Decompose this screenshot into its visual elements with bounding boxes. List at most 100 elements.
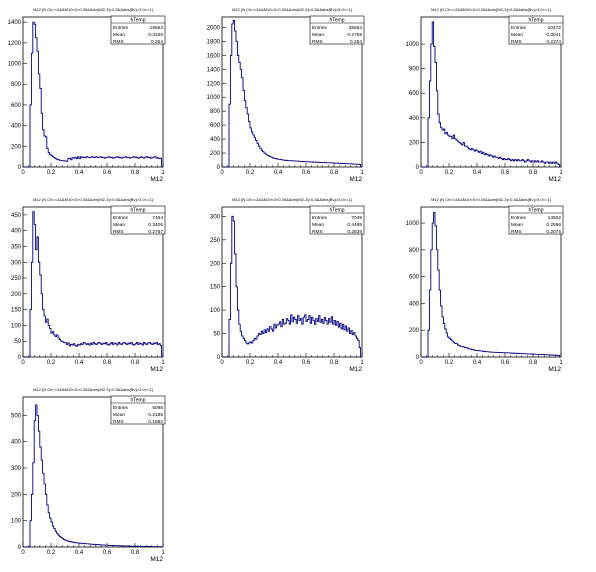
y-tick-label: 400 — [11, 229, 22, 235]
y-tick-label: 200 — [210, 261, 221, 267]
y-tick-label: 200 — [210, 151, 221, 157]
stats-value: 0.254 — [350, 39, 362, 45]
histogram-panel: M12 {N Ch>=2&&M10<0>0.30&&dm{M2-3}<0.5&&… — [207, 7, 365, 183]
stats-label: Entries — [113, 25, 129, 31]
histogram-panel: M12 {N Ch>=2&&M10<0>0.30&&dm{M2-3}<0.5&&… — [11, 387, 165, 563]
y-tick-label: 500 — [11, 413, 22, 419]
y-tick-label: 800 — [210, 109, 221, 115]
y-tick-label: 1000 — [406, 221, 420, 227]
plot-title: M12 {N Ch>=2&&M10<0>0.30&&dm{M2-3}<0.5&&… — [33, 7, 154, 12]
stats-value: 0.4495 — [347, 222, 362, 228]
x-tick-label: 0.2 — [445, 360, 454, 366]
y-tick-label: 1200 — [8, 41, 22, 47]
y-tick-label: 1200 — [207, 81, 221, 87]
plot-frame — [22, 16, 164, 168]
stats-label: Mean — [312, 32, 324, 38]
stats-value: 0.2374 — [546, 39, 561, 45]
stats-label: RMS — [312, 39, 323, 45]
y-tick-label: 200 — [11, 292, 22, 298]
x-axis-label: M12 — [150, 176, 163, 183]
y-tick-label: 800 — [409, 67, 420, 73]
x-tick-label: 0.6 — [103, 360, 112, 366]
stats-label: Mean — [312, 222, 324, 228]
y-tick-label: 1600 — [207, 53, 221, 59]
x-tick-label: 0 — [21, 360, 25, 366]
stats-value: 0.264 — [151, 39, 163, 45]
stats-value: 6098 — [152, 405, 163, 411]
histogram-panel: M12 {N Ch>=2&&M10<0>0.30&&dm{M2-3}<0.5&&… — [406, 197, 564, 373]
stats-value: 0.2185 — [148, 412, 163, 418]
x-tick-label: 0 — [419, 360, 423, 366]
x-tick-label: 0.4 — [274, 360, 283, 366]
stats-label: RMS — [113, 419, 124, 425]
histogram-panel: M12 {N Ch>=2&&M10<0>0.30&&dm{M2-3}<0.5&&… — [406, 7, 564, 183]
y-tick-label: 1400 — [8, 20, 22, 26]
x-tick-label: 0.8 — [529, 170, 538, 176]
histogram-line — [23, 404, 163, 548]
x-tick-label: 1 — [161, 170, 165, 176]
x-tick-label: 0.8 — [131, 360, 140, 366]
x-tick-label: 0 — [220, 360, 224, 366]
stats-value: 10472 — [548, 25, 562, 31]
y-tick-label: 150 — [210, 285, 221, 291]
y-tick-label: 250 — [210, 238, 221, 244]
stats-name: hTemp — [130, 18, 145, 24]
y-tick-label: 1400 — [207, 67, 221, 73]
stats-label: Entries — [113, 405, 129, 411]
stats-value: 0.3156 — [148, 32, 163, 38]
x-tick-label: 0.8 — [131, 550, 140, 556]
y-tick-label: 1000 — [207, 95, 221, 101]
x-tick-label: 0.4 — [75, 170, 84, 176]
histogram-line — [421, 21, 561, 168]
x-tick-label: 0.4 — [473, 170, 482, 176]
y-tick-label: 300 — [210, 214, 221, 220]
x-tick-label: 0.6 — [103, 550, 112, 556]
x-tick-label: 0.4 — [75, 360, 84, 366]
stats-name: hTemp — [130, 398, 145, 404]
stats-value: 7464 — [152, 215, 163, 221]
histogram-line — [222, 20, 362, 168]
x-tick-label: 0.4 — [75, 550, 84, 556]
stats-value: 0.2839 — [347, 229, 362, 235]
x-tick-label: 0.8 — [529, 360, 538, 366]
x-tick-label: 0 — [220, 170, 224, 176]
y-tick-label: 2000 — [207, 25, 221, 31]
y-tick-label: 200 — [11, 492, 22, 498]
x-tick-label: 0.4 — [274, 170, 283, 176]
x-tick-label: 1 — [559, 360, 563, 366]
x-tick-label: 0.4 — [473, 360, 482, 366]
x-tick-label: 0.6 — [302, 360, 311, 366]
plot-frame — [420, 16, 562, 168]
y-tick-label: 0 — [217, 165, 221, 171]
stats-label: Entries — [511, 25, 527, 31]
stats-label: RMS — [511, 39, 522, 45]
plot-title: M12 {N Ch>=2&&M10<0>0.30&&dm{M2-3}<0.5&&… — [431, 7, 552, 12]
plot-frame — [22, 206, 164, 358]
x-tick-label: 0 — [21, 170, 25, 176]
x-tick-label: 0 — [21, 550, 25, 556]
x-tick-label: 0.8 — [330, 170, 339, 176]
y-tick-label: 400 — [11, 124, 22, 130]
y-tick-label: 50 — [213, 332, 220, 338]
x-tick-label: 0.6 — [501, 170, 510, 176]
stats-value: 35564 — [349, 25, 363, 31]
stats-label: RMS — [113, 229, 124, 235]
y-tick-label: 400 — [11, 440, 22, 446]
y-tick-label: 50 — [14, 339, 21, 345]
stats-name: hTemp — [528, 208, 543, 214]
y-tick-label: 0 — [217, 355, 221, 361]
stats-value: 19653 — [150, 25, 164, 31]
y-tick-label: 300 — [11, 466, 22, 472]
stats-value: 13502 — [548, 215, 562, 221]
x-tick-label: 0.8 — [131, 170, 140, 176]
y-tick-label: 600 — [409, 91, 420, 97]
y-tick-label: 100 — [11, 323, 22, 329]
plot-title: M12 {N Ch>=2&&M10<0>0.30&&dm{M2-3}<0.5&&… — [232, 7, 353, 12]
y-tick-label: 600 — [11, 103, 22, 109]
y-tick-label: 800 — [11, 82, 22, 88]
stats-name: hTemp — [329, 18, 344, 24]
x-tick-label: 0.6 — [302, 170, 311, 176]
x-axis-label: M12 — [548, 176, 561, 183]
y-tick-label: 350 — [11, 244, 22, 250]
